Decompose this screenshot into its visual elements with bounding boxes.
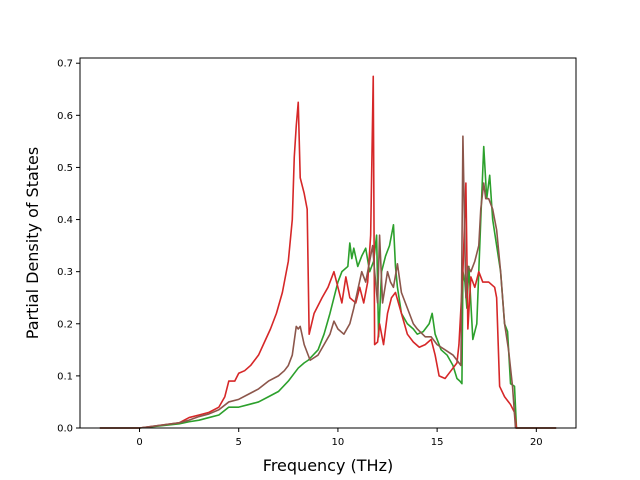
plot-frame bbox=[79, 57, 577, 429]
y-axis-label: Partial Density of States bbox=[23, 147, 42, 339]
series-line-1 bbox=[99, 145, 557, 429]
series-line-3 bbox=[99, 135, 557, 429]
x-tick-label: 20 bbox=[530, 437, 543, 448]
x-tick-label: 5 bbox=[236, 437, 242, 448]
y-tick-label: 0.1 bbox=[57, 371, 73, 382]
x-axis-label: Frequency (THz) bbox=[263, 456, 393, 475]
x-tick-label: 10 bbox=[332, 437, 345, 448]
series-line-2 bbox=[99, 75, 557, 429]
x-ticks: 0 5 10 15 20 bbox=[136, 428, 543, 448]
y-tick-label: 0.4 bbox=[57, 215, 73, 226]
x-tick-label: 15 bbox=[431, 437, 444, 448]
y-tick-label: 0.6 bbox=[57, 111, 73, 122]
y-tick-label: 0.5 bbox=[57, 163, 73, 174]
y-tick-label: 0.7 bbox=[57, 59, 73, 70]
series-layer bbox=[99, 75, 557, 429]
y-ticks: 0.0 0.1 0.2 0.3 0.4 0.5 0.6 0.7 bbox=[57, 59, 80, 435]
plot-background bbox=[80, 58, 576, 428]
y-tick-label: 0.3 bbox=[57, 267, 73, 278]
y-tick-label: 0.2 bbox=[57, 319, 73, 330]
x-tick-label: 0 bbox=[136, 437, 142, 448]
y-tick-label: 0.0 bbox=[57, 424, 73, 435]
